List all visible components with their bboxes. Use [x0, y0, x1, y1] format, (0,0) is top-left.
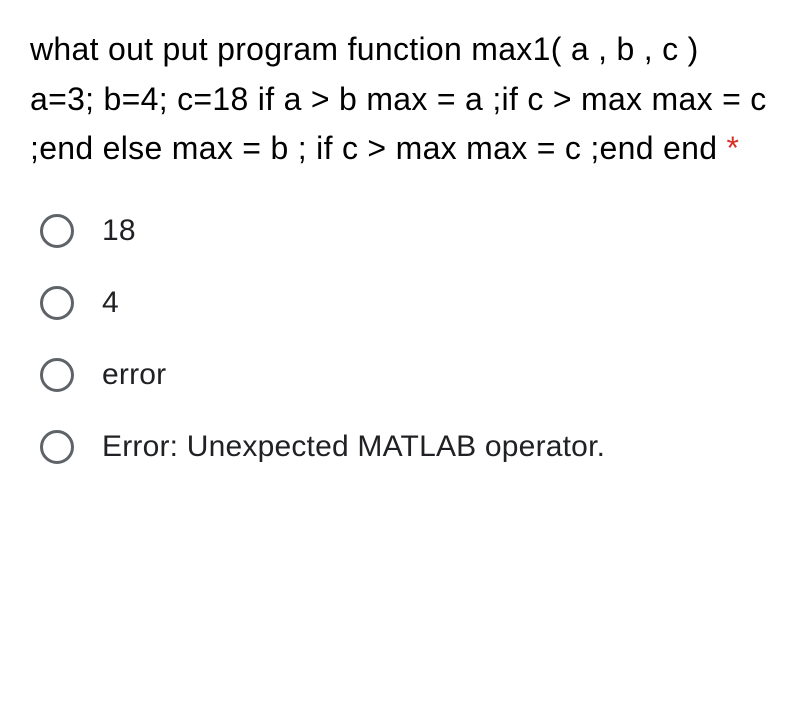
radio-unchecked-icon[interactable] [40, 430, 74, 464]
option-label: Error: Unexpected MATLAB operator. [102, 430, 605, 464]
radio-unchecked-icon[interactable] [40, 358, 74, 392]
radio-unchecked-icon[interactable] [40, 286, 74, 320]
option-label: 4 [102, 286, 119, 320]
question-text: what out put program function max1( a , … [30, 25, 770, 174]
option-label: error [102, 358, 166, 392]
option-row[interactable]: error [40, 358, 770, 392]
question-body: what out put program function max1( a , … [30, 31, 767, 166]
option-label: 18 [102, 214, 136, 248]
required-marker: * [727, 130, 740, 166]
option-row[interactable]: 18 [40, 214, 770, 248]
options-container: 18 4 error Error: Unexpected MATLAB oper… [30, 214, 770, 464]
option-row[interactable]: Error: Unexpected MATLAB operator. [40, 430, 770, 464]
radio-unchecked-icon[interactable] [40, 214, 74, 248]
option-row[interactable]: 4 [40, 286, 770, 320]
